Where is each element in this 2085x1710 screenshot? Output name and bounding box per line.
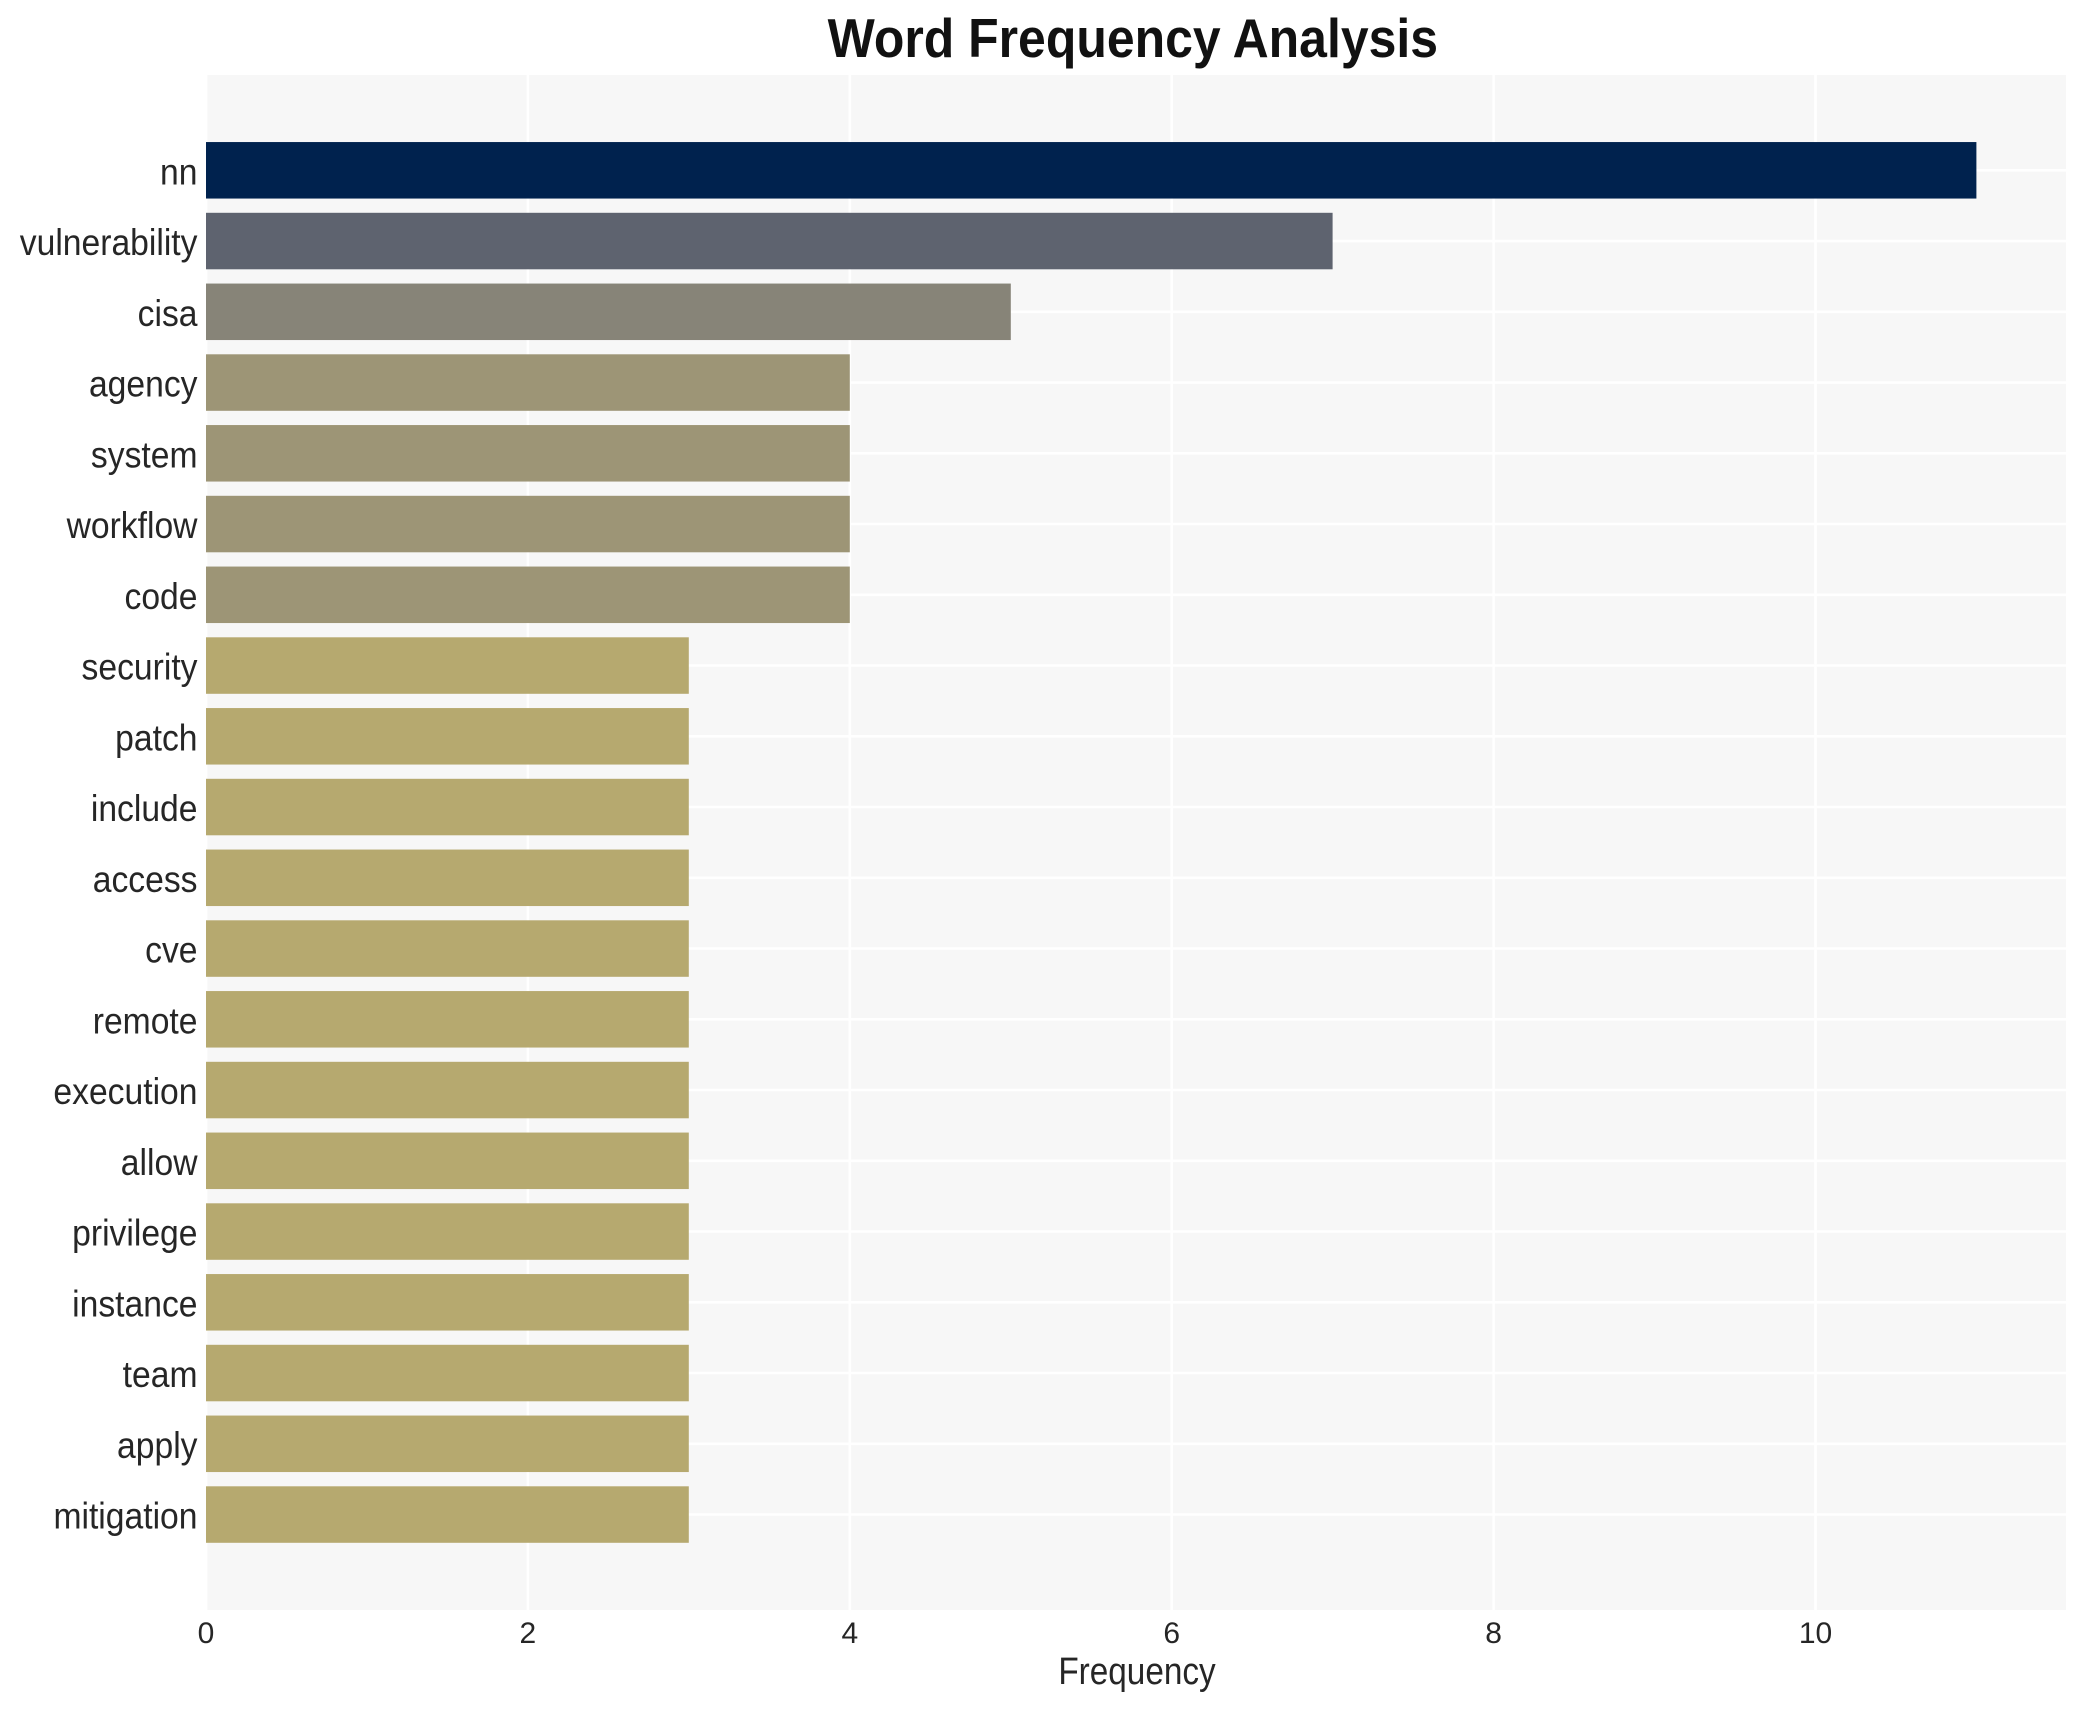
svg-text:cisa: cisa xyxy=(138,293,198,334)
svg-text:apply: apply xyxy=(117,1425,198,1466)
svg-text:0: 0 xyxy=(198,1617,215,1650)
svg-text:vulnerability: vulnerability xyxy=(20,223,198,264)
svg-text:mitigation: mitigation xyxy=(53,1496,197,1537)
svg-text:code: code xyxy=(125,576,198,617)
svg-text:6: 6 xyxy=(1163,1617,1180,1650)
svg-text:security: security xyxy=(82,647,198,688)
svg-text:nn: nn xyxy=(160,152,197,193)
svg-text:workflow: workflow xyxy=(66,506,198,547)
svg-text:4: 4 xyxy=(841,1617,858,1650)
svg-text:cve: cve xyxy=(145,930,197,971)
svg-text:2: 2 xyxy=(520,1617,537,1650)
svg-text:8: 8 xyxy=(1485,1617,1502,1650)
svg-text:10: 10 xyxy=(1799,1617,1832,1650)
svg-text:Word Frequency Analysis: Word Frequency Analysis xyxy=(828,8,1438,70)
svg-text:execution: execution xyxy=(53,1072,197,1113)
svg-text:Frequency: Frequency xyxy=(1058,1650,1215,1693)
svg-text:remote: remote xyxy=(93,1001,198,1042)
svg-text:system: system xyxy=(91,435,198,476)
svg-text:access: access xyxy=(93,859,198,900)
svg-text:include: include xyxy=(91,789,198,830)
svg-text:allow: allow xyxy=(121,1142,198,1183)
svg-text:privilege: privilege xyxy=(72,1213,197,1254)
svg-text:patch: patch xyxy=(115,718,197,759)
svg-text:team: team xyxy=(123,1355,198,1396)
svg-text:instance: instance xyxy=(72,1284,197,1325)
svg-text:agency: agency xyxy=(89,364,198,405)
